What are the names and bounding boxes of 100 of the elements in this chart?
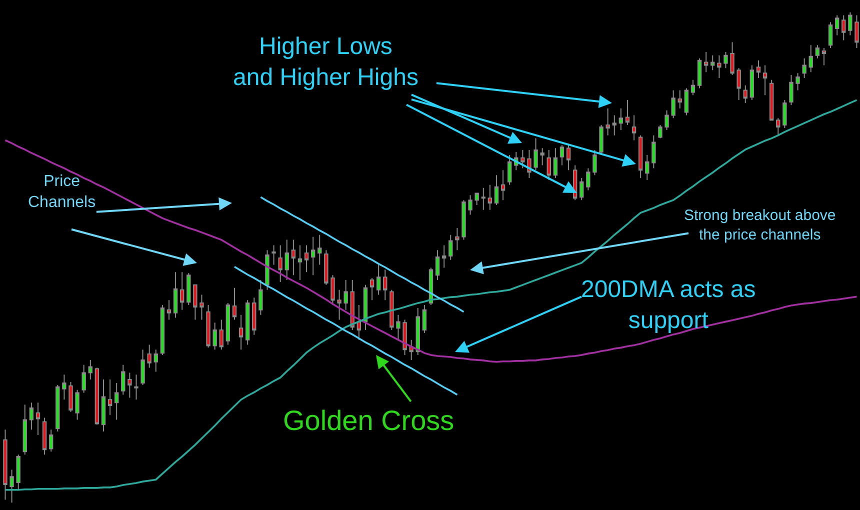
candlestick [278, 244, 282, 282]
candlestick [94, 367, 100, 426]
candlestick [664, 110, 669, 130]
candlestick [402, 319, 407, 356]
candlestick [88, 359, 92, 380]
candlestick [114, 382, 119, 420]
candlestick [10, 469, 14, 504]
candlestick [154, 349, 158, 372]
annotation: Higher Lows and Higher Highs [233, 33, 418, 92]
candlestick [422, 304, 427, 334]
candlestick [815, 44, 820, 59]
candlestick [710, 54, 715, 71]
candlestick [462, 200, 466, 240]
candlestick [390, 289, 394, 331]
annotation: Price Channels [28, 173, 96, 211]
annotation: Golden Cross [283, 405, 454, 436]
candlestick [344, 280, 348, 310]
candlestick [75, 389, 80, 420]
candlestick [173, 272, 178, 318]
candlestick [697, 58, 702, 89]
candlestick [108, 379, 112, 416]
candlestick [272, 244, 276, 266]
candlestick [48, 429, 54, 452]
candlestick [186, 272, 191, 306]
candlestick [310, 236, 316, 276]
candlestick [750, 64, 754, 101]
candlestick [291, 239, 296, 276]
candlestick [632, 114, 636, 141]
candlestick [730, 42, 734, 76]
candlestick [284, 239, 289, 281]
candlestick [546, 150, 551, 180]
candlestick [474, 192, 479, 206]
candlestick [180, 272, 184, 310]
candlestick [166, 300, 172, 320]
candlestick [147, 344, 152, 368]
candlestick [298, 244, 302, 281]
candlestick [822, 48, 826, 66]
annotation: Strong breakout above the price channels [684, 207, 836, 244]
candlestick [22, 404, 27, 456]
candlestick [252, 297, 256, 336]
candlestick [645, 154, 650, 180]
candlestick [678, 90, 682, 109]
candlestick [245, 300, 250, 346]
candlestick [134, 374, 138, 400]
candlestick [580, 178, 584, 201]
candlestick [652, 134, 656, 169]
candlestick [324, 250, 328, 286]
candlestick [376, 264, 381, 296]
candlestick [383, 269, 388, 301]
candlestick [468, 194, 472, 216]
candlestick [658, 124, 662, 139]
candlestick [481, 187, 486, 210]
candlestick [193, 284, 198, 320]
candlestick [318, 234, 322, 266]
candlestick [442, 244, 446, 268]
candlestick [762, 64, 768, 96]
candlestick [612, 114, 616, 136]
candlestick [592, 150, 597, 176]
candlestick [121, 364, 126, 396]
candlestick [448, 234, 453, 260]
candlestick [82, 364, 86, 394]
candlestick [494, 174, 499, 206]
candlestick [370, 278, 374, 301]
candlestick [356, 304, 362, 340]
candlestick [258, 280, 263, 316]
candlestick [736, 68, 741, 101]
candlestick [534, 138, 538, 171]
candlestick [789, 74, 794, 106]
candlestick [684, 88, 689, 116]
candlestick [160, 304, 165, 356]
candlestick [566, 144, 571, 171]
candlestick [769, 79, 774, 121]
candlestick [776, 118, 780, 136]
candlestick [842, 14, 846, 41]
candlestick [219, 319, 224, 350]
candlestick [500, 170, 506, 201]
candlestick [68, 382, 73, 412]
candlestick [101, 379, 106, 432]
candlestick [206, 304, 210, 348]
candlestick [3, 429, 8, 500]
candlestick [238, 314, 244, 350]
candlestick [56, 384, 60, 432]
annotation: 200DMA acts as support [581, 276, 756, 334]
candlestick [854, 14, 859, 49]
candlestick [416, 307, 420, 356]
candlestick [62, 374, 66, 400]
candlestick [638, 134, 643, 179]
candlestick [671, 90, 676, 119]
candlestick [304, 244, 309, 273]
candlestick [586, 168, 590, 191]
candlestick [330, 274, 335, 306]
candlestick [743, 84, 748, 104]
candlestick [363, 284, 368, 331]
candlestick [560, 144, 564, 166]
candlestick [337, 289, 342, 320]
candlestick [848, 12, 852, 36]
candlestick [606, 108, 610, 136]
candlestick [265, 250, 270, 290]
candlestick [200, 294, 204, 320]
candlestick [42, 417, 47, 456]
